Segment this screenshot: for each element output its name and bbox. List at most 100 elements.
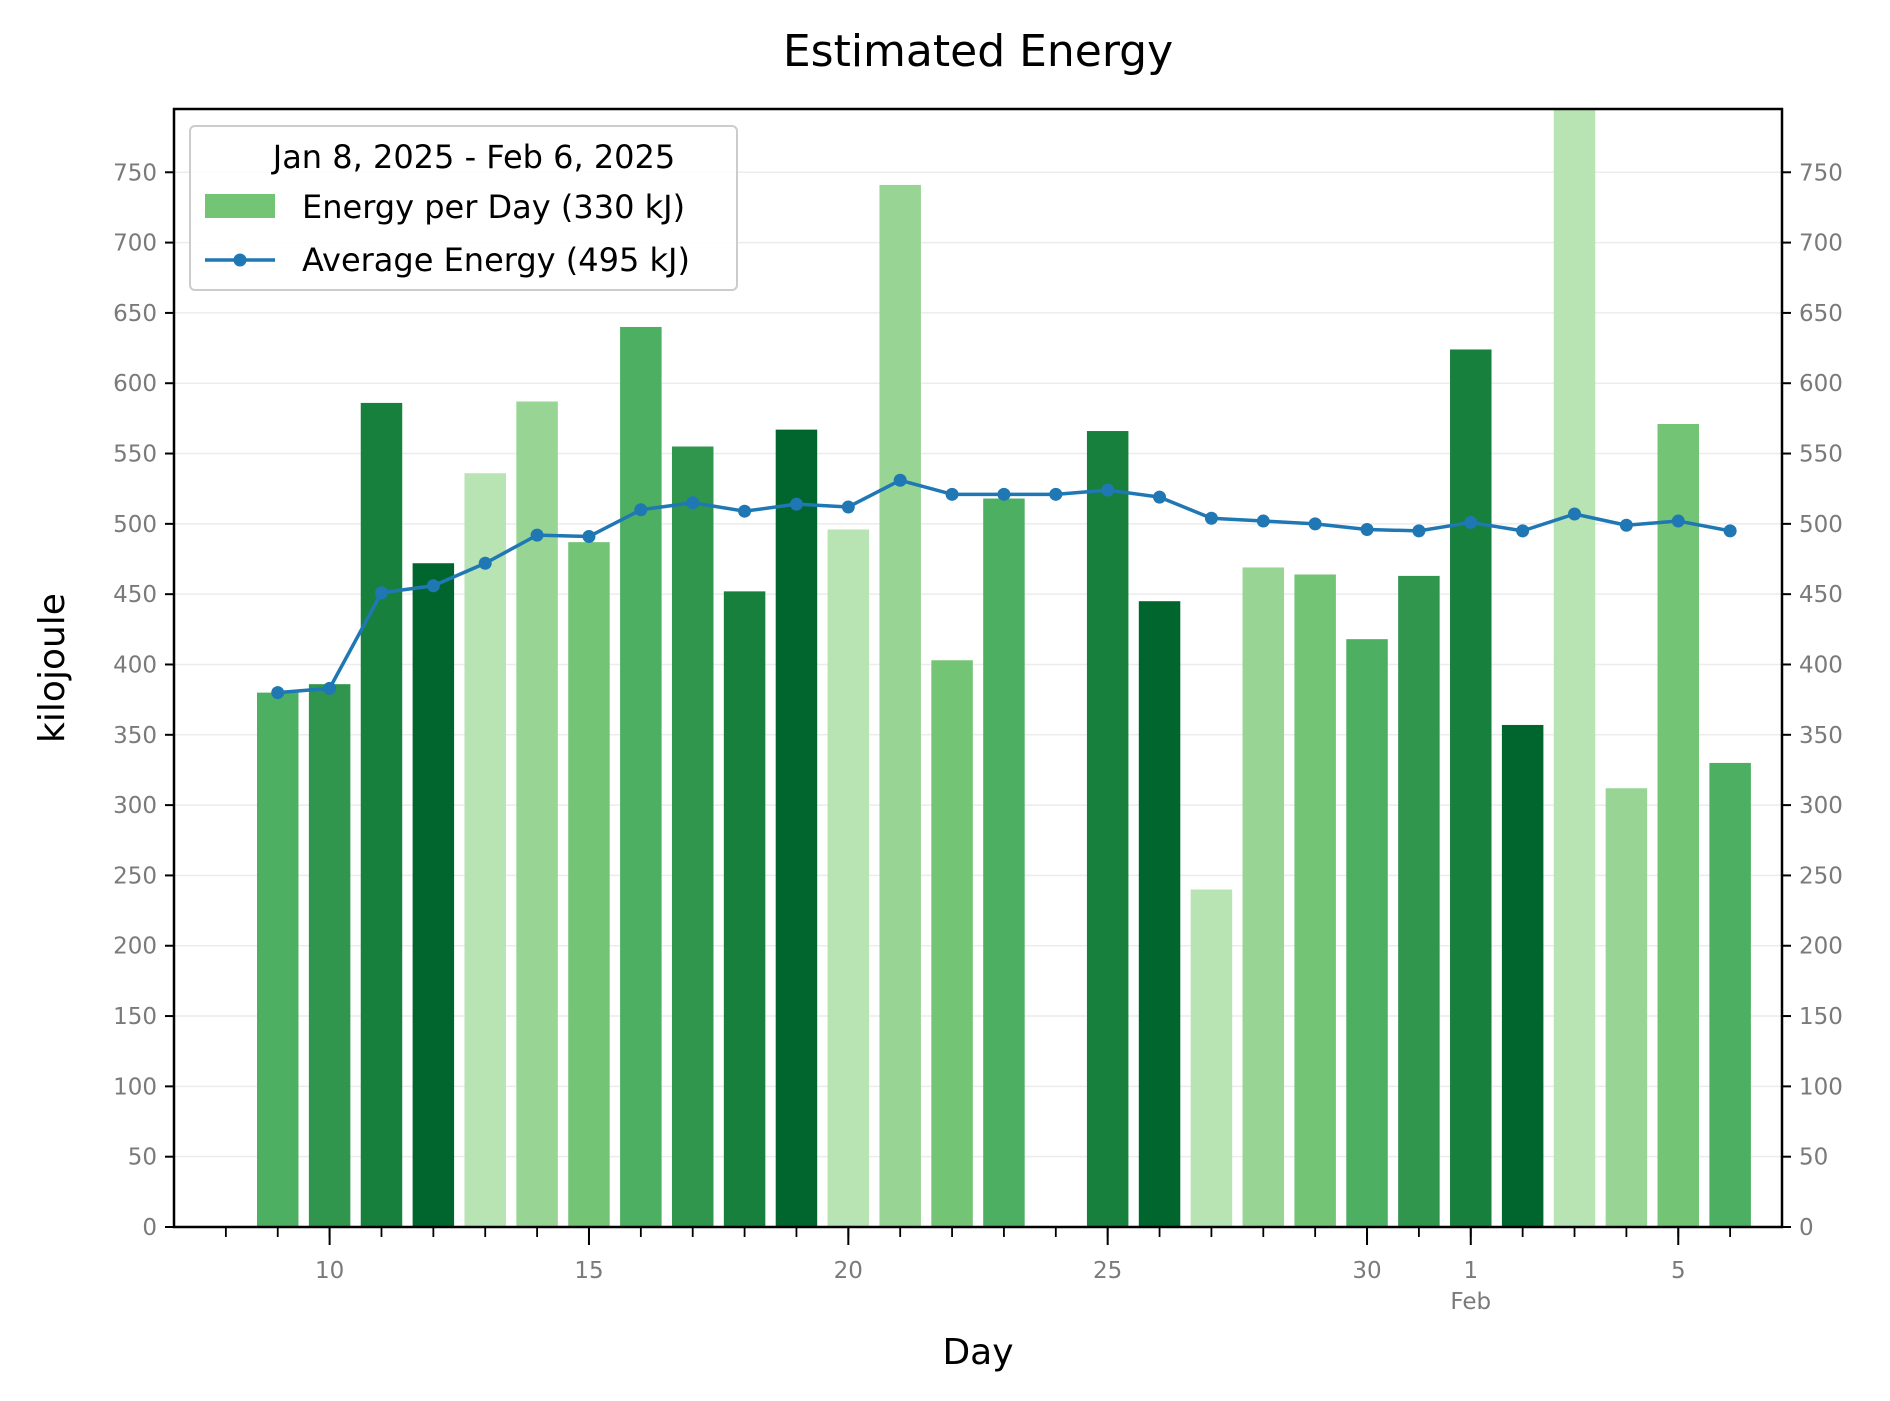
y-tick-label-right: 400 [1799, 652, 1843, 678]
energy-bar [1346, 639, 1388, 1227]
energy-bar [1709, 762, 1751, 1227]
y-tick-label-right: 450 [1799, 582, 1843, 608]
x-tick-sublabel: Feb [1450, 1289, 1491, 1315]
energy-bar [1605, 788, 1648, 1227]
average-point [426, 579, 440, 593]
y-tick-label-right: 700 [1799, 231, 1843, 257]
energy-bar [1138, 601, 1181, 1227]
y-tick-label-right: 250 [1799, 863, 1843, 889]
energy-bar [983, 498, 1025, 1228]
average-point [582, 530, 596, 544]
energy-bar [568, 542, 610, 1227]
average-point [1412, 524, 1426, 538]
y-tick-label: 150 [113, 1004, 157, 1030]
average-point [1516, 524, 1530, 538]
energy-bar [1086, 431, 1129, 1227]
y-tick-label: 50 [128, 1145, 157, 1171]
chart-title: Estimated Energy [783, 26, 1173, 77]
average-point [686, 496, 700, 510]
energy-bar [308, 684, 351, 1227]
x-tick-label: 10 [315, 1258, 344, 1284]
y-tick-label: 650 [113, 301, 157, 327]
x-tick-label: 20 [834, 1258, 863, 1284]
y-tick-label-right: 550 [1799, 442, 1843, 468]
energy-bar [1190, 889, 1233, 1227]
y-tick-label-right: 350 [1799, 723, 1843, 749]
energy-bar [256, 692, 299, 1227]
energy-bar [360, 402, 403, 1228]
average-point [1049, 487, 1063, 501]
energy-bar [723, 591, 766, 1227]
average-point [945, 487, 959, 501]
average-point [1464, 515, 1478, 529]
y-tick-label-right: 500 [1799, 512, 1843, 538]
average-point [374, 586, 388, 600]
average-point [634, 503, 648, 517]
y-tick-label-right: 0 [1799, 1215, 1814, 1241]
y-axis-left: 0 50 100 150 200 250 300 350 400 450 500 550 600 650 7… [113, 160, 174, 1241]
average-point [789, 497, 803, 511]
y-tick-label: 400 [113, 652, 157, 678]
energy-bar [1450, 349, 1492, 1227]
y-tick-label-right: 150 [1799, 1004, 1843, 1030]
legend: Jan 8, 2025 - Feb 6, 2025 Energy per Day… [189, 125, 738, 291]
average-point [1619, 518, 1633, 532]
average-point [1101, 483, 1115, 497]
legend-label-bar: Energy per Day (330 kJ) [302, 188, 685, 226]
legend-swatch-bar [205, 194, 275, 218]
y-tick-label: 300 [113, 793, 157, 819]
bar-series [256, 109, 1751, 1228]
energy-bar [1398, 575, 1440, 1227]
energy-bar [620, 326, 662, 1227]
average-point [530, 528, 544, 542]
x-axis: 10 15 20 25 30 1 Feb 5 [224, 1227, 1732, 1315]
y-tick-label-right: 200 [1799, 934, 1843, 960]
x-axis-label: Day [942, 1332, 1013, 1373]
energy-bar [671, 446, 714, 1228]
y-tick-label-right: 50 [1799, 1145, 1828, 1171]
y-tick-label: 0 [142, 1215, 157, 1241]
average-point [738, 504, 752, 518]
energy-bar [412, 563, 455, 1227]
y-tick-label: 250 [113, 863, 157, 889]
average-point [1671, 514, 1685, 528]
energy-bar [464, 473, 506, 1227]
average-point [271, 686, 285, 700]
legend-box [189, 125, 738, 291]
energy-bar [1657, 424, 1700, 1228]
y-tick-label: 700 [113, 231, 157, 257]
x-tick-label: 5 [1671, 1258, 1686, 1284]
average-point [1204, 511, 1218, 525]
y-tick-label: 350 [113, 723, 157, 749]
y-tick-label-right: 650 [1799, 301, 1843, 327]
average-point [893, 473, 907, 487]
energy-bar [1294, 574, 1336, 1227]
y-tick-label: 450 [113, 582, 157, 608]
average-point [1568, 507, 1582, 521]
legend-title: Jan 8, 2025 - Feb 6, 2025 [271, 138, 676, 176]
energy-bar [1553, 109, 1596, 1227]
y-axis-label: kilojoule [32, 593, 73, 743]
x-tick-label: 15 [574, 1258, 603, 1284]
y-tick-label: 750 [113, 160, 157, 186]
y-tick-label-right: 300 [1799, 793, 1843, 819]
y-tick-label: 200 [113, 934, 157, 960]
plot-frame [172, 107, 1784, 1229]
energy-bar [516, 401, 558, 1227]
average-point [478, 556, 492, 570]
y-tick-label-right: 600 [1799, 371, 1843, 397]
average-line-series [271, 473, 1737, 700]
energy-bar [1501, 724, 1544, 1227]
energy-bar [879, 184, 921, 1228]
x-tick-label: 30 [1352, 1258, 1381, 1284]
legend-label-line: Average Energy (495 kJ) [302, 241, 690, 279]
average-point [1153, 490, 1167, 504]
x-tick-label: 1 [1463, 1258, 1478, 1284]
y-tick-label: 500 [113, 512, 157, 538]
average-point [1723, 524, 1737, 538]
average-point [323, 681, 337, 695]
average-point [1256, 514, 1270, 528]
x-tick-label: 25 [1093, 1258, 1122, 1284]
y-tick-label: 600 [113, 371, 157, 397]
